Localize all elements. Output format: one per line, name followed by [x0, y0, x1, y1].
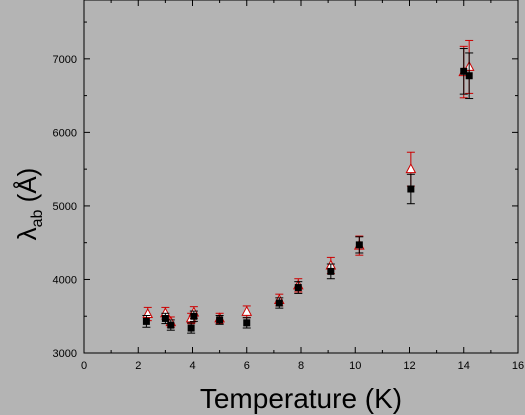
data-point	[242, 317, 251, 329]
square-marker	[187, 324, 195, 332]
data-point	[189, 310, 198, 322]
square-marker	[327, 267, 335, 275]
x-tick-label: 4	[189, 360, 195, 372]
square-marker	[243, 319, 251, 327]
x-tick-label: 12	[403, 360, 415, 372]
data-point	[406, 173, 415, 205]
square-marker	[460, 67, 468, 75]
data-point	[459, 48, 468, 95]
data-point	[465, 52, 474, 100]
data-point	[142, 314, 151, 328]
square-marker	[294, 284, 302, 292]
data-series	[142, 39, 475, 334]
square-marker	[216, 316, 224, 324]
plot-area	[83, 0, 519, 354]
x-tick-label: 8	[298, 360, 304, 372]
triangle-marker	[405, 163, 417, 174]
x-axis: 0 2 4 6 8 10 12 14 16	[81, 0, 524, 372]
square-marker	[465, 72, 473, 80]
data-point	[166, 319, 175, 331]
square-marker	[407, 185, 415, 193]
x-tick-label: 14	[458, 360, 470, 372]
square-marker	[190, 312, 198, 320]
y-axis-title-subscript: ab	[29, 209, 46, 227]
data-point	[187, 322, 196, 334]
y-axis-title-main: λ	[12, 227, 42, 240]
square-marker	[275, 299, 283, 307]
y-tick-label: 7000	[53, 54, 77, 66]
x-tick-label: 6	[244, 360, 250, 372]
square-marker	[167, 321, 175, 329]
data-point	[275, 297, 284, 309]
y-tick-label: 6000	[53, 127, 77, 139]
x-tick-label: 16	[512, 360, 524, 372]
data-point	[355, 236, 364, 254]
y-axis-title-unit: (Å)	[12, 168, 42, 210]
y-axis-title: λab (Å)	[12, 168, 46, 241]
data-point	[326, 263, 335, 280]
series-filled-square	[142, 48, 474, 334]
square-marker	[142, 317, 150, 325]
y-tick-label: 4000	[53, 274, 77, 286]
square-marker	[355, 241, 363, 249]
square-marker	[161, 314, 169, 322]
triangle-marker	[241, 305, 253, 316]
x-axis-title: Temperature (K)	[200, 383, 402, 414]
y-tick-label: 3000	[53, 348, 77, 360]
x-tick-label: 0	[81, 360, 87, 372]
x-tick-label: 10	[349, 360, 361, 372]
y-axis: 3000 4000 5000 6000 7000	[53, 21, 518, 360]
y-tick-label: 5000	[53, 201, 77, 213]
x-tick-label: 2	[135, 360, 141, 372]
data-point	[294, 281, 303, 294]
data-point	[215, 314, 224, 325]
